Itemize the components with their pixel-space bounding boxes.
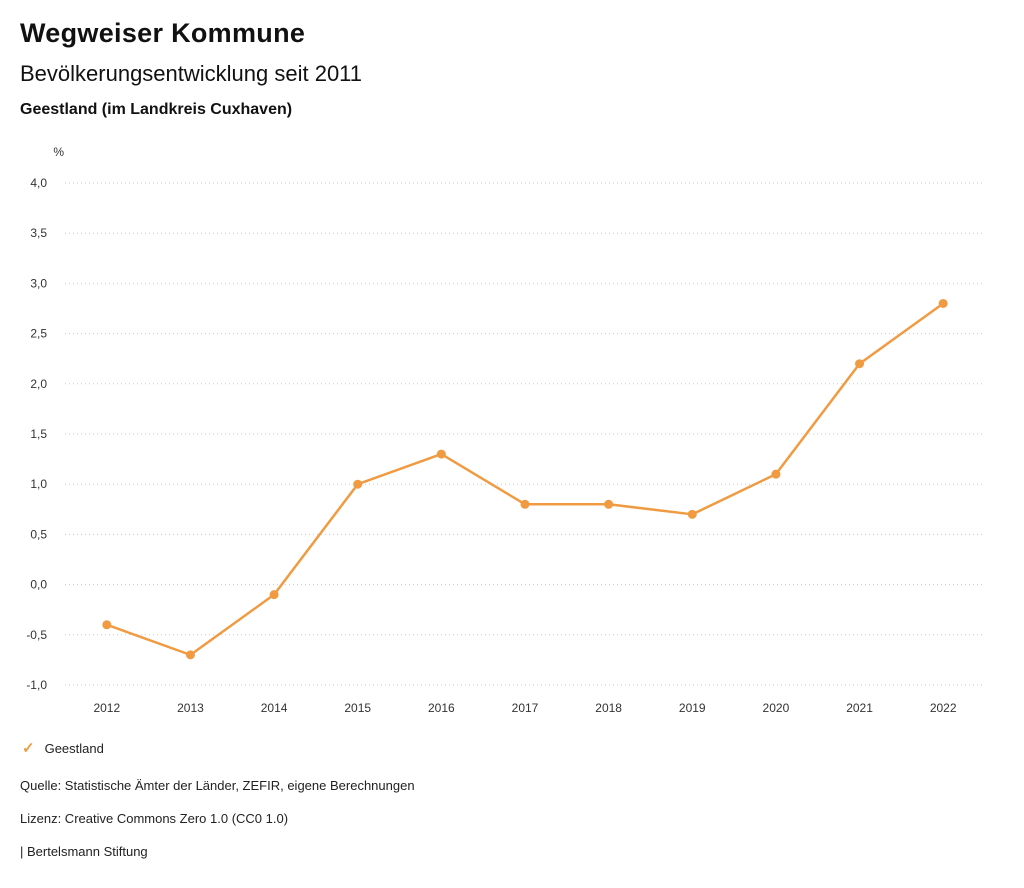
y-tick-label: 1,0: [30, 477, 47, 491]
region-subtitle: Geestland (im Landkreis Cuxhaven): [20, 101, 293, 118]
data-point[interactable]: [771, 469, 781, 479]
x-tick-label: 2016: [428, 701, 455, 715]
x-tick-label: 2017: [512, 701, 539, 715]
x-tick-label: 2012: [93, 701, 120, 715]
y-tick-label: 2,0: [30, 377, 47, 391]
data-point[interactable]: [353, 479, 363, 489]
legend-check-icon: ✓: [22, 740, 35, 757]
legend-item-geestland[interactable]: ✓ Geestland: [22, 741, 104, 756]
attribution-note: | Bertelsmann Stiftung: [20, 844, 148, 859]
data-point[interactable]: [855, 359, 865, 369]
data-point[interactable]: [102, 620, 112, 630]
source-note: Quelle: Statistische Ämter der Länder, Z…: [20, 778, 415, 793]
y-tick-label: 3,5: [30, 226, 47, 240]
y-tick-label: -0,5: [26, 628, 47, 642]
x-tick-label: 2013: [177, 701, 204, 715]
y-tick-label: 2,5: [30, 327, 47, 341]
x-tick-label: 2014: [261, 701, 288, 715]
license-note: Lizenz: Creative Commons Zero 1.0 (CC0 1…: [20, 811, 289, 826]
y-axis-unit-label: %: [53, 145, 64, 159]
legend-label: Geestland: [44, 741, 104, 756]
y-tick-label: 0,0: [30, 578, 47, 592]
chart-area: % 4,0 3,5 3,0 2,5 2,0 1,5 1,0 0,5 0,0 -0,5 -1,0 2012…: [20, 138, 1004, 723]
data-point[interactable]: [436, 449, 446, 459]
chart-title: Bevölkerungsentwicklung seit 2011: [20, 61, 363, 86]
data-point[interactable]: [938, 298, 948, 308]
series-line: [105, 302, 945, 657]
wegweiser-kommune-page: Wegweiser Kommune Bevölkerungsentwicklun…: [20, 18, 1004, 859]
x-tick-label: 2019: [679, 701, 706, 715]
y-tick-label: 3,0: [30, 276, 47, 290]
data-point[interactable]: [604, 499, 614, 509]
x-tick-label: 2021: [846, 701, 873, 715]
x-tick-label: 2018: [595, 701, 622, 715]
x-tick-label: 2015: [344, 701, 371, 715]
line-chart: % 4,0 3,5 3,0 2,5 2,0 1,5 1,0 0,5 0,0 -0,5 -1,0 2012…: [26, 145, 985, 715]
page-title: Wegweiser Kommune: [20, 18, 306, 48]
data-point[interactable]: [687, 509, 697, 519]
y-tick-label: -1,0: [26, 678, 47, 692]
y-tick-label: 4,0: [30, 176, 47, 190]
x-tick-label: 2020: [763, 701, 790, 715]
data-point[interactable]: [185, 650, 195, 660]
y-tick-label: 1,5: [30, 427, 47, 441]
data-point[interactable]: [269, 590, 279, 600]
x-tick-label: 2022: [930, 701, 957, 715]
y-tick-label: 0,5: [30, 527, 47, 541]
data-point[interactable]: [520, 499, 530, 509]
